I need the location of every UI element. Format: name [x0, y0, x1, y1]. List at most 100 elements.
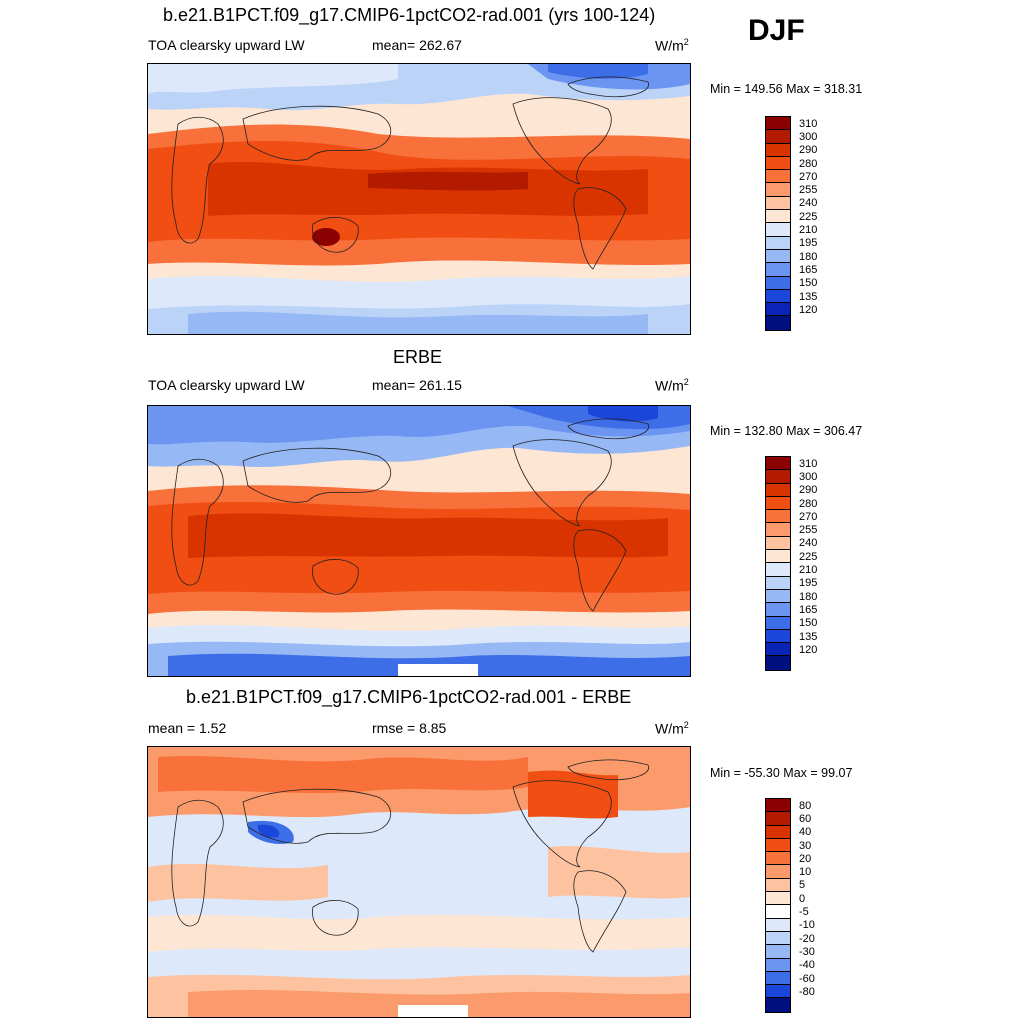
colorbar-swatch [766, 510, 790, 524]
colorbar-swatch [766, 918, 790, 932]
colorbar-tick-label: 5 [799, 879, 806, 892]
colorbar-swatch [766, 143, 790, 157]
colorbar-swatch [766, 971, 790, 986]
season-label: DJF [748, 14, 805, 47]
colorbar-tick-label: 40 [799, 826, 812, 839]
colorbar-swatch [766, 263, 790, 277]
colorbar-tick-label: 280 [799, 497, 818, 510]
mean-label: mean= 261.15 [372, 377, 462, 393]
colorbar-tick-label: 290 [799, 484, 818, 497]
colorbar-tick-label: -60 [799, 972, 815, 985]
colorbar-legend: 80 60 40 30 20 10 5 0 -5 -10 -20 -30 -40 -60 -80 [765, 798, 845, 1013]
colorbar-tick-label: 300 [799, 470, 818, 483]
colorbar-legend: 310 300 290 280 270 255 240 225 210 195 180 165 150 1… [765, 456, 845, 671]
units-label: W/m2 [655, 720, 689, 737]
colorbar-swatch [766, 223, 790, 237]
colorbar-tick-label: 240 [799, 537, 818, 550]
map-plot [147, 405, 691, 677]
colorbar-swatch [766, 945, 790, 959]
colorbar-swatch [766, 931, 790, 946]
colorbar-swatch [766, 536, 790, 551]
min-max-label: Min = 149.56 Max = 318.31 [710, 82, 863, 96]
colorbar-tick-label: -5 [799, 906, 809, 919]
colorbar-swatch [766, 825, 790, 839]
colorbar-swatch [766, 550, 790, 564]
units-label: W/m2 [655, 377, 689, 394]
colorbar-swatch [766, 603, 790, 617]
map-canvas-model [148, 64, 690, 334]
colorbar-tick-label: 60 [799, 812, 812, 825]
colorbar-tick-label: 225 [799, 210, 818, 223]
colorbar-tick-label: 310 [799, 457, 818, 470]
min-max-label: Min = -55.30 Max = 99.07 [710, 766, 853, 780]
colorbar-swatch [766, 130, 790, 144]
colorbar-swatch [766, 812, 790, 826]
colorbar-swatch [766, 998, 790, 1012]
colorbar-tick-label: 80 [799, 799, 812, 812]
colorbar-tick-label: 180 [799, 590, 818, 603]
colorbar-tick-label: 270 [799, 170, 818, 183]
colorbar-tick-label: 255 [799, 524, 818, 537]
colorbar [765, 798, 791, 1013]
colorbar-swatch [766, 210, 790, 224]
colorbar-swatch [766, 643, 790, 657]
colorbar-tick-label: -80 [799, 985, 815, 998]
colorbar-tick-label: 195 [799, 577, 818, 590]
colorbar-tick-label: 290 [799, 144, 818, 157]
colorbar-tick-label: 20 [799, 852, 812, 865]
mean-label: mean = 1.52 [148, 720, 227, 736]
colorbar-tick-label: 300 [799, 130, 818, 143]
colorbar-swatch [766, 985, 790, 999]
colorbar-tick-label: 165 [799, 263, 818, 276]
map-plot [147, 746, 691, 1018]
colorbar-swatch [766, 156, 790, 171]
panel-title: b.e21.B1PCT.f09_g17.CMIP6-1pctCO2-rad.00… [186, 687, 632, 707]
variable-label: TOA clearsky upward LW [148, 37, 305, 53]
colorbar-swatch [766, 892, 790, 906]
rmse-label: rmse = 8.85 [372, 720, 447, 736]
colorbar-tick-label: 120 [799, 643, 818, 656]
colorbar-swatch [766, 852, 790, 866]
variable-label: TOA clearsky upward LW [148, 377, 305, 393]
colorbar-swatch [766, 316, 790, 330]
colorbar-tick-label: 210 [799, 564, 818, 577]
colorbar-swatch [766, 496, 790, 511]
colorbar-tick-label: -30 [799, 945, 815, 958]
colorbar [765, 116, 791, 331]
colorbar-swatch [766, 878, 790, 893]
colorbar [765, 456, 791, 671]
colorbar-swatch [766, 183, 790, 197]
colorbar-swatch [766, 196, 790, 211]
map-canvas-difference [148, 747, 690, 1017]
colorbar-swatch [766, 236, 790, 250]
colorbar-tick-label: 150 [799, 617, 818, 630]
colorbar-swatch [766, 276, 790, 290]
colorbar-swatch [766, 303, 790, 317]
colorbar-tick-label: 30 [799, 839, 812, 852]
colorbar-tick-label: -40 [799, 959, 815, 972]
colorbar-swatch [766, 958, 790, 972]
colorbar-swatch [766, 616, 790, 630]
colorbar-swatch [766, 289, 790, 304]
colorbar-swatch [766, 905, 790, 919]
colorbar-tick-label: 255 [799, 184, 818, 197]
colorbar-legend: 310 300 290 280 270 255 240 225 210 195 180 165 150 1… [765, 116, 845, 331]
colorbar-tick-label: 10 [799, 866, 812, 879]
colorbar-tick-label: -10 [799, 919, 815, 932]
colorbar-tick-label: 280 [799, 157, 818, 170]
colorbar-swatch [766, 563, 790, 577]
colorbar-tick-label: 180 [799, 250, 818, 263]
map-canvas-observation [148, 406, 690, 676]
colorbar-swatch [766, 629, 790, 644]
colorbar-swatch [766, 656, 790, 670]
colorbar-tick-label: 135 [799, 630, 818, 643]
min-max-label: Min = 132.80 Max = 306.47 [710, 424, 863, 438]
colorbar-tick-label: 150 [799, 277, 818, 290]
colorbar-swatch [766, 457, 790, 471]
colorbar-swatch [766, 483, 790, 497]
map-plot [147, 63, 691, 335]
colorbar-swatch [766, 117, 790, 131]
colorbar-swatch [766, 589, 790, 604]
colorbar-tick-label: 120 [799, 303, 818, 316]
panel-title: ERBE [393, 347, 443, 367]
